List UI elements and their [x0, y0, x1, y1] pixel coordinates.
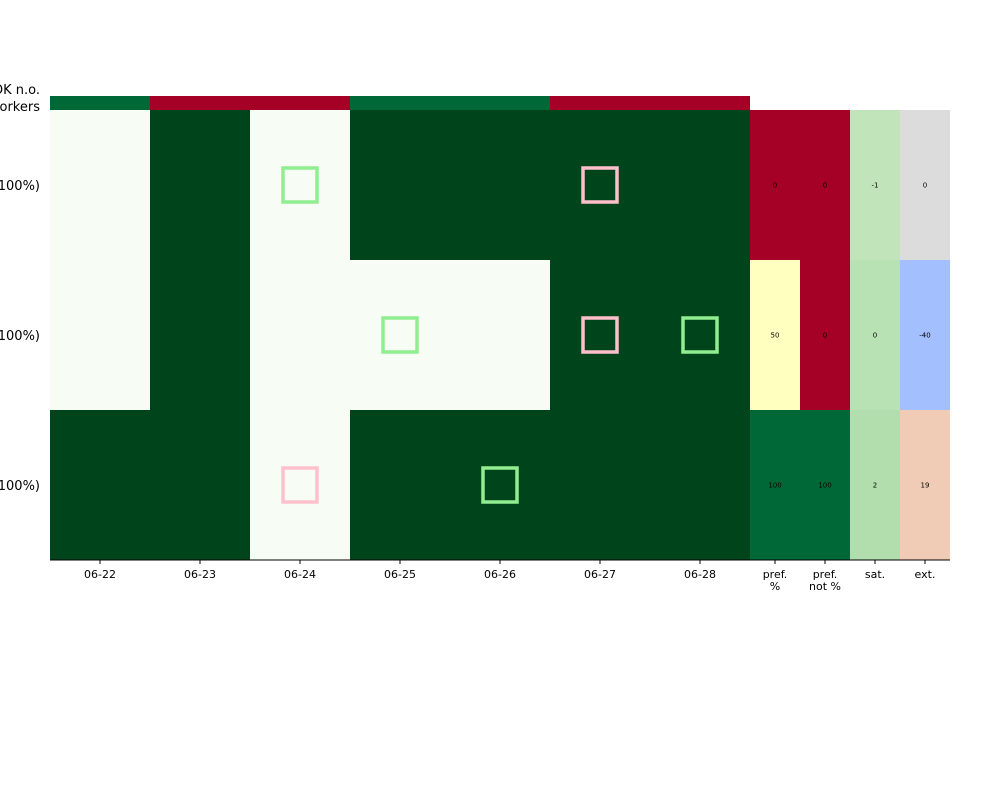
summary-cell	[750, 260, 800, 410]
summary-cell	[800, 260, 850, 410]
ok-workers-header: OK n.o. workers	[0, 83, 40, 115]
summary-value: 0	[873, 332, 877, 340]
summary-cell	[900, 110, 950, 260]
shift-cell	[450, 410, 550, 560]
not-preferred-marker	[581, 316, 619, 354]
x-tick-label: 06-28	[684, 568, 716, 581]
shift-cell	[550, 110, 650, 260]
x-tick-label: 06-22	[84, 568, 116, 581]
summary-value: 50	[771, 332, 780, 340]
shift-grid	[50, 110, 750, 560]
summary-value: 0	[773, 182, 777, 190]
row-label: (100%)	[0, 479, 40, 494]
x-tick-label: 06-25	[384, 568, 416, 581]
summary-cell	[750, 110, 800, 260]
summary-value: 2	[873, 482, 877, 490]
summary-column-label: pref.	[763, 568, 788, 581]
summary-cell	[900, 260, 950, 410]
summary-column-label: not %	[809, 580, 841, 593]
summary-cell	[850, 260, 900, 410]
ok-status-strip	[50, 96, 750, 110]
row-label: (100%)	[0, 329, 40, 344]
x-tick-label: 06-24	[284, 568, 316, 581]
summary-cell	[800, 110, 850, 260]
not-preferred-marker	[281, 466, 319, 504]
ok-header-line-1: OK n.o.	[0, 83, 40, 98]
summary-cell	[750, 410, 800, 560]
summary-value: 0	[823, 182, 827, 190]
x-tick-label: 06-23	[184, 568, 216, 581]
shift-cell	[550, 410, 650, 560]
summary-cell	[850, 110, 900, 260]
summary-value: 0	[823, 332, 827, 340]
summary-column-label: sat.	[865, 568, 885, 581]
shift-cell	[150, 410, 250, 560]
shift-cell	[650, 410, 750, 560]
ok-status-cell	[150, 96, 250, 110]
preferred-marker	[681, 316, 719, 354]
shift-cell	[450, 260, 550, 410]
summary-cell	[850, 410, 900, 560]
x-axis: 06-22 06-23 06-24 06-25 06-26 06-27 06-28 pref.…	[50, 559, 950, 593]
preferred-marker	[481, 466, 519, 504]
preference-markers	[281, 166, 719, 504]
row-labels: (100%) (100%) (100%)	[0, 179, 40, 494]
ok-status-cell	[350, 96, 450, 110]
summary-cell	[900, 410, 950, 560]
x-tick-label: 06-26	[484, 568, 516, 581]
ok-status-cell	[550, 96, 650, 110]
shift-cell	[650, 260, 750, 410]
not-preferred-marker	[581, 166, 619, 204]
shift-cell	[450, 110, 550, 260]
ok-status-cell	[650, 96, 750, 110]
summary-value: 19	[921, 482, 930, 490]
shift-cell	[550, 260, 650, 410]
summary-value: 100	[818, 482, 831, 490]
summary-column-label: ext.	[915, 568, 936, 581]
preferred-marker	[281, 166, 319, 204]
shift-cell	[50, 110, 150, 260]
summary-value: 0	[923, 182, 927, 190]
ok-status-cell	[250, 96, 350, 110]
summary-column-label: pref.	[813, 568, 838, 581]
summary-value: -1	[872, 182, 879, 190]
shift-cell	[350, 110, 450, 260]
shift-cell	[250, 110, 350, 260]
shift-cell	[50, 260, 150, 410]
summary-column-label: %	[770, 580, 780, 593]
shift-cell	[150, 110, 250, 260]
summary-columns: 0 0 -1 0 50 0 0 -40 100 100 2 19	[750, 110, 950, 560]
shift-cell	[350, 260, 450, 410]
ok-status-cell	[450, 96, 550, 110]
shift-cell	[250, 260, 350, 410]
preferred-marker	[381, 316, 419, 354]
ok-status-cell	[50, 96, 150, 110]
summary-cell	[800, 410, 850, 560]
shift-cell	[650, 110, 750, 260]
shift-cell	[350, 410, 450, 560]
shift-cell	[250, 410, 350, 560]
ok-header-line-2: workers	[0, 100, 40, 115]
summary-value: -40	[919, 332, 930, 340]
x-tick-label: 06-27	[584, 568, 616, 581]
summary-value: 100	[768, 482, 781, 490]
shift-cell	[50, 410, 150, 560]
shift-cell	[150, 260, 250, 410]
row-label: (100%)	[0, 179, 40, 194]
